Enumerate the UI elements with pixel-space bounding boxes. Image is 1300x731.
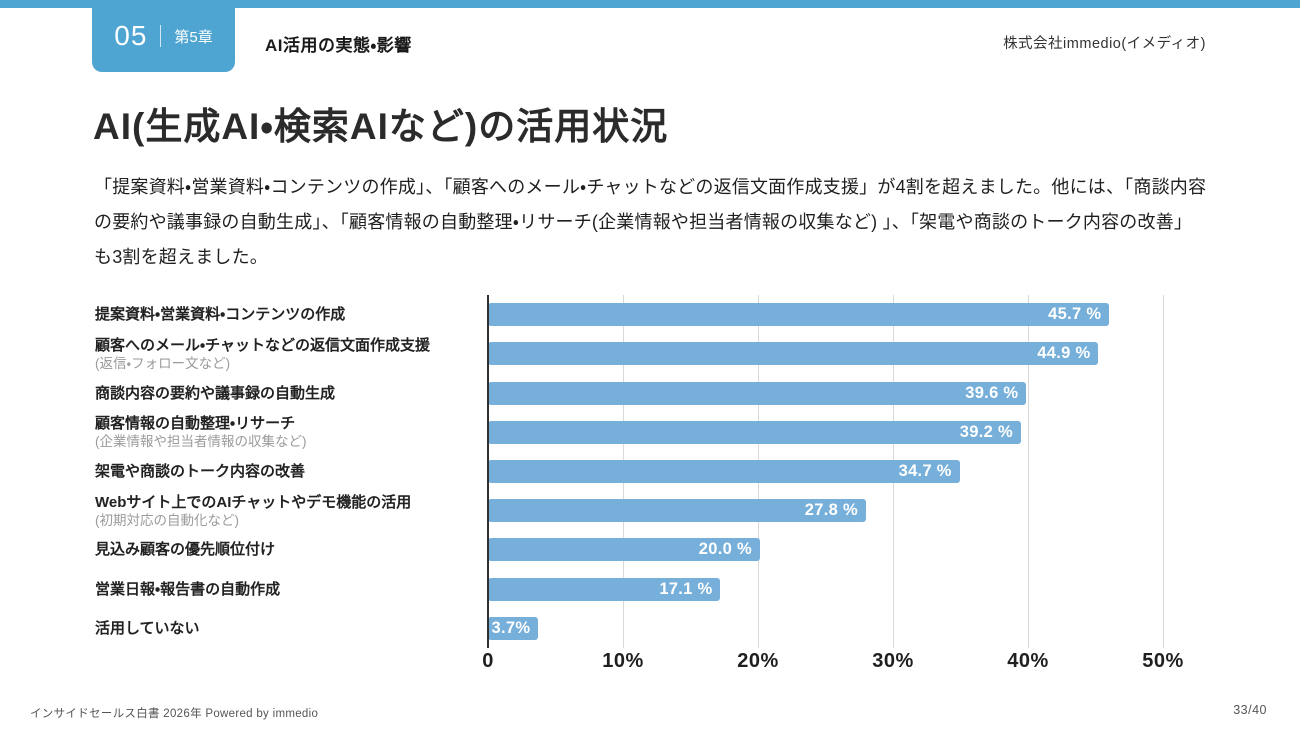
bar: 39.6 % — [488, 381, 1027, 405]
page-title: AI(生成AI・検索AIなど)の活用状況 — [93, 106, 669, 147]
page-number: 33/40 — [1233, 703, 1267, 717]
x-axis-tick: 40% — [1007, 650, 1049, 672]
bar-area: 39.6 % — [488, 373, 1195, 412]
chart-row: 商談内容の要約や議事録の自動生成 39.6 % — [95, 373, 1195, 412]
bar: 45.7 % — [488, 303, 1110, 327]
lead-paragraph: 「提案資料・営業資料・コンテンツの作成」、「顧客へのメール・チャットなどの返信文… — [94, 177, 1207, 267]
bar-value-label: 34.7 % — [898, 461, 952, 480]
y-axis-line — [487, 295, 489, 648]
x-axis-tick: 10% — [602, 650, 644, 672]
company-name: 株式会社immedio(イメディオ) — [1003, 36, 1206, 52]
bar: 39.2 % — [488, 420, 1021, 444]
category-label-main: 顧客情報の自動整理・リサーチ — [95, 415, 296, 433]
x-axis-tick: 30% — [872, 650, 914, 672]
chart-row: 営業日報・報告書の自動作成 17.1 % — [95, 570, 1195, 609]
chart-row: Webサイト上でのAIチャットやデモ機能の活用 (初期対応の自動化など) 27.8 … — [95, 491, 1195, 530]
footer-credit: インサイドセールス白書 2026年 Powered by immedio — [30, 708, 319, 720]
bar-area: 44.9 % — [488, 334, 1195, 373]
category-label-main: 架電や商談のトーク内容の改善 — [95, 462, 306, 480]
category-label: 提案資料・営業資料・コンテンツの作成 — [95, 305, 488, 324]
bar: 17.1 % — [488, 577, 721, 601]
gridline — [1028, 295, 1029, 648]
category-label: 顧客情報の自動整理・リサーチ (企業情報や担当者情報の収集など) — [95, 414, 488, 450]
category-label-sub: (企業情報や担当者情報の収集など) — [95, 434, 307, 450]
bar-value-label: 45.7 % — [1048, 305, 1102, 324]
bar-area: 27.8 % — [488, 491, 1195, 530]
chapter-number: 05 — [114, 20, 148, 51]
bar-value-label: 17.1 % — [659, 579, 713, 598]
category-label-main: 営業日報・報告書の自動作成 — [95, 580, 281, 598]
chapter-divider — [160, 25, 162, 47]
bar-area: 39.2 % — [488, 413, 1195, 452]
bar: 20.0 % — [488, 538, 760, 562]
bar-value-label: 39.6 % — [965, 383, 1019, 402]
chart-row: 見込み顧客の優先順位付け 20.0 % — [95, 530, 1195, 569]
bar-value-label: 44.9 % — [1037, 344, 1091, 363]
bar-value-label: 20.0 % — [698, 540, 752, 559]
bar: 3.7% — [488, 616, 539, 640]
category-label: 商談内容の要約や議事録の自動生成 — [95, 384, 488, 403]
x-axis-tick: 0 — [482, 650, 494, 672]
bar-value-label: 27.8 % — [804, 501, 858, 520]
bar: 27.8 % — [488, 499, 866, 523]
chart-rows: 提案資料・営業資料・コンテンツの作成 45.7 % 顧客へのメール・チャットなどの返… — [95, 295, 1195, 648]
category-label-sub: (初期対応の自動化など) — [95, 512, 239, 528]
section-title: AI活用の実態・影響 — [265, 36, 412, 55]
category-label: 活用していない — [95, 619, 488, 638]
chart-row: 提案資料・営業資料・コンテンツの作成 45.7 % — [95, 295, 1195, 334]
bar-area: 45.7 % — [488, 295, 1195, 334]
bar: 44.9 % — [488, 342, 1099, 366]
bar-area: 34.7 % — [488, 452, 1195, 491]
bar-value-label: 39.2 % — [959, 422, 1013, 441]
category-label: 営業日報・報告書の自動作成 — [95, 580, 488, 599]
x-axis-tick: 50% — [1142, 650, 1184, 672]
category-label-main: 商談内容の要約や議事録の自動生成 — [95, 384, 336, 402]
bar-area: 3.7% — [488, 609, 1195, 648]
chapter-label: 第5章 — [174, 28, 213, 46]
chart-row: 活用していない 3.7% — [95, 609, 1195, 648]
category-label: 顧客へのメール・チャットなどの返信文面作成支援 (返信・フォロー文など) — [95, 336, 488, 372]
chart-row: 顧客情報の自動整理・リサーチ (企業情報や担当者情報の収集など) 39.2 % — [95, 413, 1195, 452]
gridline — [1163, 295, 1164, 648]
bar-chart: 提案資料・営業資料・コンテンツの作成 45.7 % 顧客へのメール・チャットなどの返… — [95, 295, 1195, 648]
x-axis-tick: 20% — [737, 650, 779, 672]
chart-row: 顧客へのメール・チャットなどの返信文面作成支援 (返信・フォロー文など) 44.9 … — [95, 334, 1195, 373]
chart-row: 架電や商談のトーク内容の改善 34.7 % — [95, 452, 1195, 491]
category-label-main: Webサイト上でのAIチャットやデモ機能の活用 — [95, 493, 412, 511]
category-label-main: 提案資料・営業資料・コンテンツの作成 — [95, 306, 346, 324]
category-label: 架電や商談のトーク内容の改善 — [95, 462, 488, 481]
category-label: Webサイト上でのAIチャットやデモ機能の活用 (初期対応の自動化など) — [95, 493, 488, 529]
bar-area: 20.0 % — [488, 530, 1195, 569]
category-label-main: 活用していない — [95, 619, 200, 637]
category-label-main: 見込み顧客の優先順位付け — [95, 541, 276, 559]
top-accent-strip — [0, 0, 1300, 8]
bar-area: 17.1 % — [488, 570, 1195, 609]
category-label: 見込み顧客の優先順位付け — [95, 540, 488, 559]
bar-value-label: 3.7% — [491, 618, 531, 637]
category-label-sub: (返信・フォロー文など) — [95, 355, 231, 371]
bar: 34.7 % — [488, 459, 960, 483]
x-axis: 0 10% 20% 30% 40% 50% — [482, 650, 1190, 682]
category-label-main: 顧客へのメール・チャットなどの返信文面作成支援 — [95, 336, 430, 354]
chapter-tab: 05 第5章 — [92, 0, 235, 72]
